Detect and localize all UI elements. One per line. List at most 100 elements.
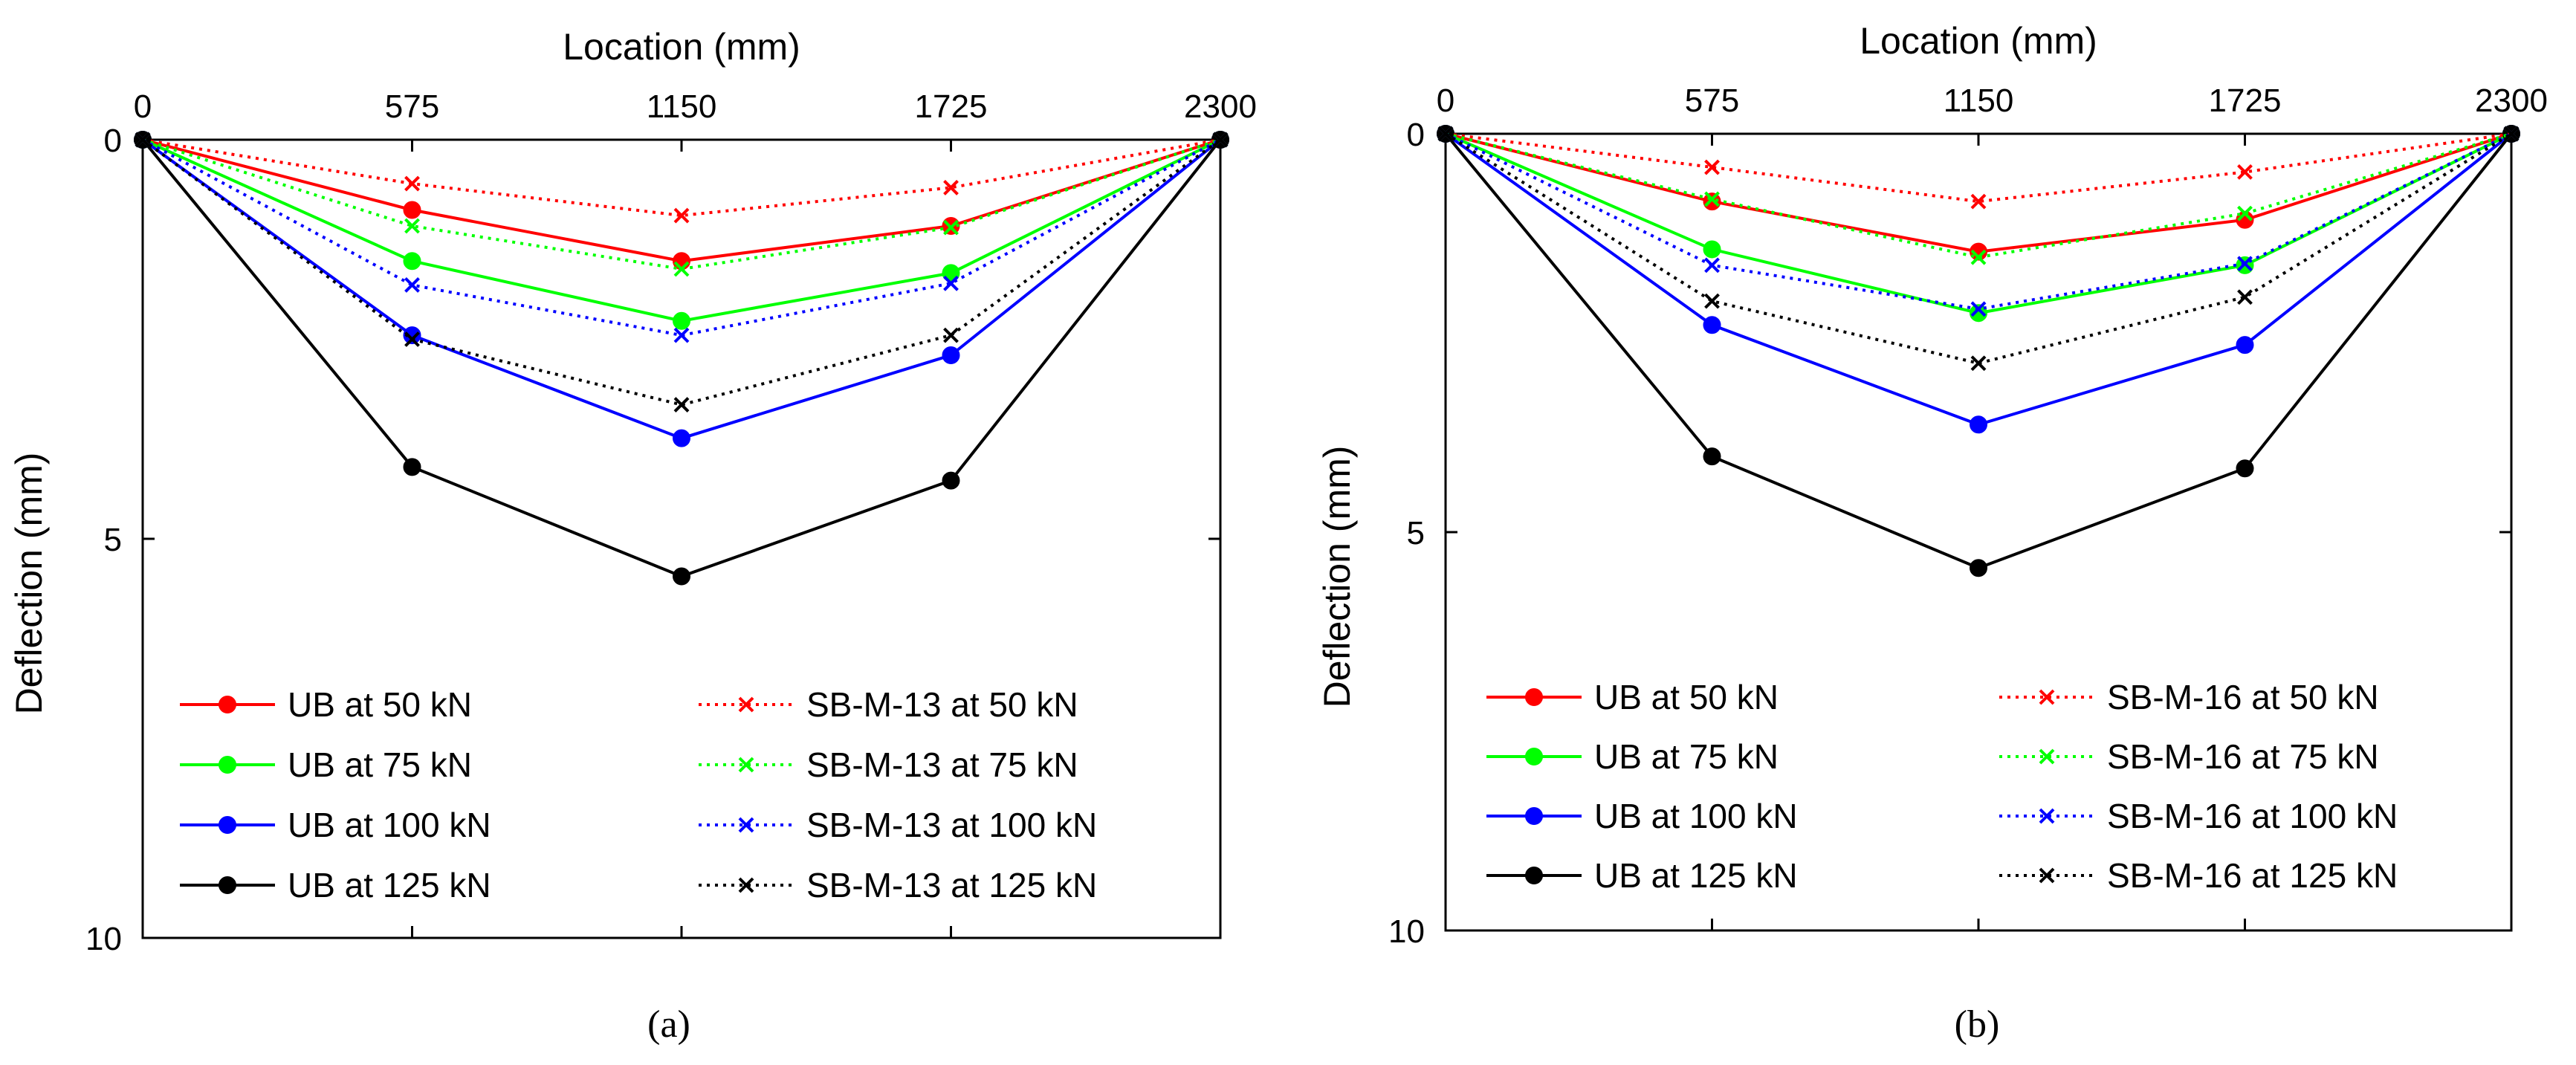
legend-label: SB-M-16 at 75 kN xyxy=(2107,737,2379,776)
series-group xyxy=(1437,125,2520,577)
legend-entry: UB at 100 kN xyxy=(1486,797,1798,835)
data-point xyxy=(943,219,959,236)
legend-label: SB-M-13 at 50 kN xyxy=(806,685,1078,724)
series-line xyxy=(1445,132,2512,315)
legend: UB at 50 kN UB at 75 kN UB at 100 kN UB at … xyxy=(1486,678,2398,895)
data-point xyxy=(942,264,960,282)
data-point xyxy=(673,311,690,330)
x-tick-label: 1150 xyxy=(1944,82,2014,119)
data-point xyxy=(673,207,690,224)
x-axis-label: Location (mm) xyxy=(563,26,800,68)
data-point xyxy=(1703,240,1721,259)
x-tick-label: 1725 xyxy=(2209,82,2282,119)
legend-label: SB-M-13 at 125 kN xyxy=(806,866,1097,904)
legend-marker xyxy=(1525,867,1543,884)
series-line xyxy=(142,138,1221,263)
legend-entry: UB at 50 kN xyxy=(180,685,472,724)
legend-entry: UB at 75 kN xyxy=(180,745,472,784)
legend-entry: UB at 125 kN xyxy=(1486,856,1798,895)
data-point xyxy=(1703,316,1721,334)
y-tick-label: 5 xyxy=(1407,515,1425,551)
data-point xyxy=(1703,447,1721,466)
data-point xyxy=(1704,293,1720,309)
x-tick-label: 1725 xyxy=(915,88,988,125)
data-point xyxy=(404,331,420,347)
data-point xyxy=(2237,256,2253,272)
data-point xyxy=(943,275,959,291)
chart-panel-a: 0 575 1150 1725 2300 0 5 10 Location (mm) Deflect… xyxy=(8,26,1257,957)
x-tick-label: 0 xyxy=(134,88,152,125)
legend-marker xyxy=(2039,808,2055,824)
data-point xyxy=(135,132,151,148)
legend-marker xyxy=(738,817,754,833)
data-point xyxy=(1970,304,1987,323)
data-point xyxy=(1970,415,1987,434)
legend-label: UB at 75 kN xyxy=(1594,737,1779,776)
legend-label: UB at 50 kN xyxy=(1594,678,1779,716)
legend-label: UB at 125 kN xyxy=(1594,856,1798,895)
legend-entry: UB at 100 kN xyxy=(180,806,491,844)
data-point xyxy=(1212,132,1229,148)
data-point xyxy=(1437,126,1454,142)
data-point xyxy=(403,458,421,476)
series-line xyxy=(1445,132,2512,311)
data-point xyxy=(943,327,959,343)
data-point xyxy=(404,218,420,234)
legend-entry: SB-M-16 at 75 kN xyxy=(1999,737,2379,776)
series-line xyxy=(1444,132,2513,570)
data-point xyxy=(673,567,690,586)
series-line xyxy=(1444,132,2513,365)
data-point xyxy=(673,429,690,447)
y-tick-label: 5 xyxy=(104,522,122,558)
legend-entry: SB-M-16 at 125 kN xyxy=(1999,856,2398,895)
data-point xyxy=(673,327,690,343)
data-point xyxy=(404,277,420,293)
data-point xyxy=(1970,249,1987,265)
legend-marker xyxy=(219,816,236,834)
series-line xyxy=(1444,132,2513,427)
legend-marker xyxy=(1525,688,1543,706)
series-group xyxy=(134,131,1229,586)
data-point xyxy=(2237,205,2253,221)
data-point xyxy=(2237,289,2253,305)
legend-label: UB at 100 kN xyxy=(288,806,491,844)
legend-marker xyxy=(738,757,754,773)
legend-entry: SB-M-16 at 50 kN xyxy=(1999,678,2379,716)
y-tick-label: 10 xyxy=(1388,913,1425,950)
data-point xyxy=(1704,257,1720,273)
y-tick-label: 10 xyxy=(85,921,122,957)
data-point xyxy=(1970,242,1987,261)
legend-label: UB at 100 kN xyxy=(1594,797,1798,835)
data-point xyxy=(2236,459,2254,478)
data-point xyxy=(1704,159,1720,175)
legend-entry: SB-M-16 at 100 kN xyxy=(1999,797,2398,835)
data-point xyxy=(1970,193,1987,210)
series-line xyxy=(142,138,1221,218)
legend-marker xyxy=(738,696,754,713)
data-point xyxy=(1970,301,1987,317)
legend-entry: SB-M-13 at 100 kN xyxy=(699,806,1097,844)
data-point xyxy=(403,252,421,271)
legend-label: SB-M-13 at 75 kN xyxy=(806,745,1078,784)
chart-panel-b: 0 575 1150 1725 2300 0 5 10 Location (mm) Deflect… xyxy=(1316,20,2548,950)
data-point xyxy=(2236,336,2254,355)
data-point xyxy=(1970,355,1987,372)
y-axis-label: Deflection (mm) xyxy=(8,453,50,715)
series-line xyxy=(141,138,1222,578)
legend-marker xyxy=(1525,807,1543,825)
legend-marker xyxy=(2039,689,2055,705)
x-tick-label: 0 xyxy=(1437,82,1454,119)
data-point xyxy=(1970,559,1987,577)
data-point xyxy=(2503,126,2520,142)
legend-entry: SB-M-13 at 50 kN xyxy=(699,685,1078,724)
data-point xyxy=(403,326,421,345)
x-tick-label: 2300 xyxy=(2475,82,2548,119)
legend-marker xyxy=(2039,867,2055,884)
data-point xyxy=(943,180,959,195)
legend-entry: UB at 50 kN xyxy=(1486,678,1779,716)
caption-a: (a) xyxy=(647,1003,690,1046)
x-tick-label: 575 xyxy=(385,88,439,125)
legend-label: UB at 75 kN xyxy=(288,745,472,784)
data-point xyxy=(403,201,421,219)
